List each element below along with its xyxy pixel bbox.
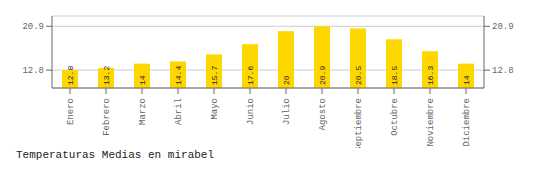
svg-text:Diciembre: Diciembre bbox=[462, 98, 472, 147]
svg-text:20.5: 20.5 bbox=[354, 66, 363, 85]
svg-text:Junio: Junio bbox=[246, 98, 256, 125]
svg-text:18.5: 18.5 bbox=[390, 66, 399, 85]
svg-text:12.8: 12.8 bbox=[492, 66, 514, 76]
svg-text:Mayo: Mayo bbox=[210, 98, 220, 120]
svg-text:Julio: Julio bbox=[282, 98, 292, 125]
svg-text:12.8: 12.8 bbox=[22, 66, 44, 76]
svg-text:Octubre: Octubre bbox=[390, 98, 400, 136]
svg-text:Marzo: Marzo bbox=[138, 98, 148, 125]
svg-text:Agosto: Agosto bbox=[318, 98, 328, 130]
svg-text:Septiembre: Septiembre bbox=[354, 98, 364, 148]
svg-text:20: 20 bbox=[282, 75, 291, 85]
svg-text:15.7: 15.7 bbox=[210, 66, 219, 85]
svg-text:20.9: 20.9 bbox=[318, 66, 327, 85]
svg-text:20.9: 20.9 bbox=[22, 22, 44, 32]
svg-text:Febrero: Febrero bbox=[102, 98, 112, 136]
svg-text:14: 14 bbox=[462, 75, 471, 85]
svg-text:14: 14 bbox=[138, 75, 147, 85]
svg-text:Noviembre: Noviembre bbox=[426, 98, 436, 147]
svg-text:13.2: 13.2 bbox=[102, 66, 111, 85]
svg-text:Enero: Enero bbox=[66, 98, 76, 125]
html-text:Temperaturas Medias en mirabel: Temperaturas Medias en mirabel bbox=[16, 149, 214, 161]
svg-text:14.4: 14.4 bbox=[174, 66, 183, 85]
svg-text:16.3: 16.3 bbox=[426, 66, 435, 85]
svg-text:17.6: 17.6 bbox=[246, 66, 255, 85]
svg-text:12.8: 12.8 bbox=[66, 66, 75, 85]
svg-text:20.9: 20.9 bbox=[492, 22, 514, 32]
svg-text:Abril: Abril bbox=[174, 98, 184, 125]
